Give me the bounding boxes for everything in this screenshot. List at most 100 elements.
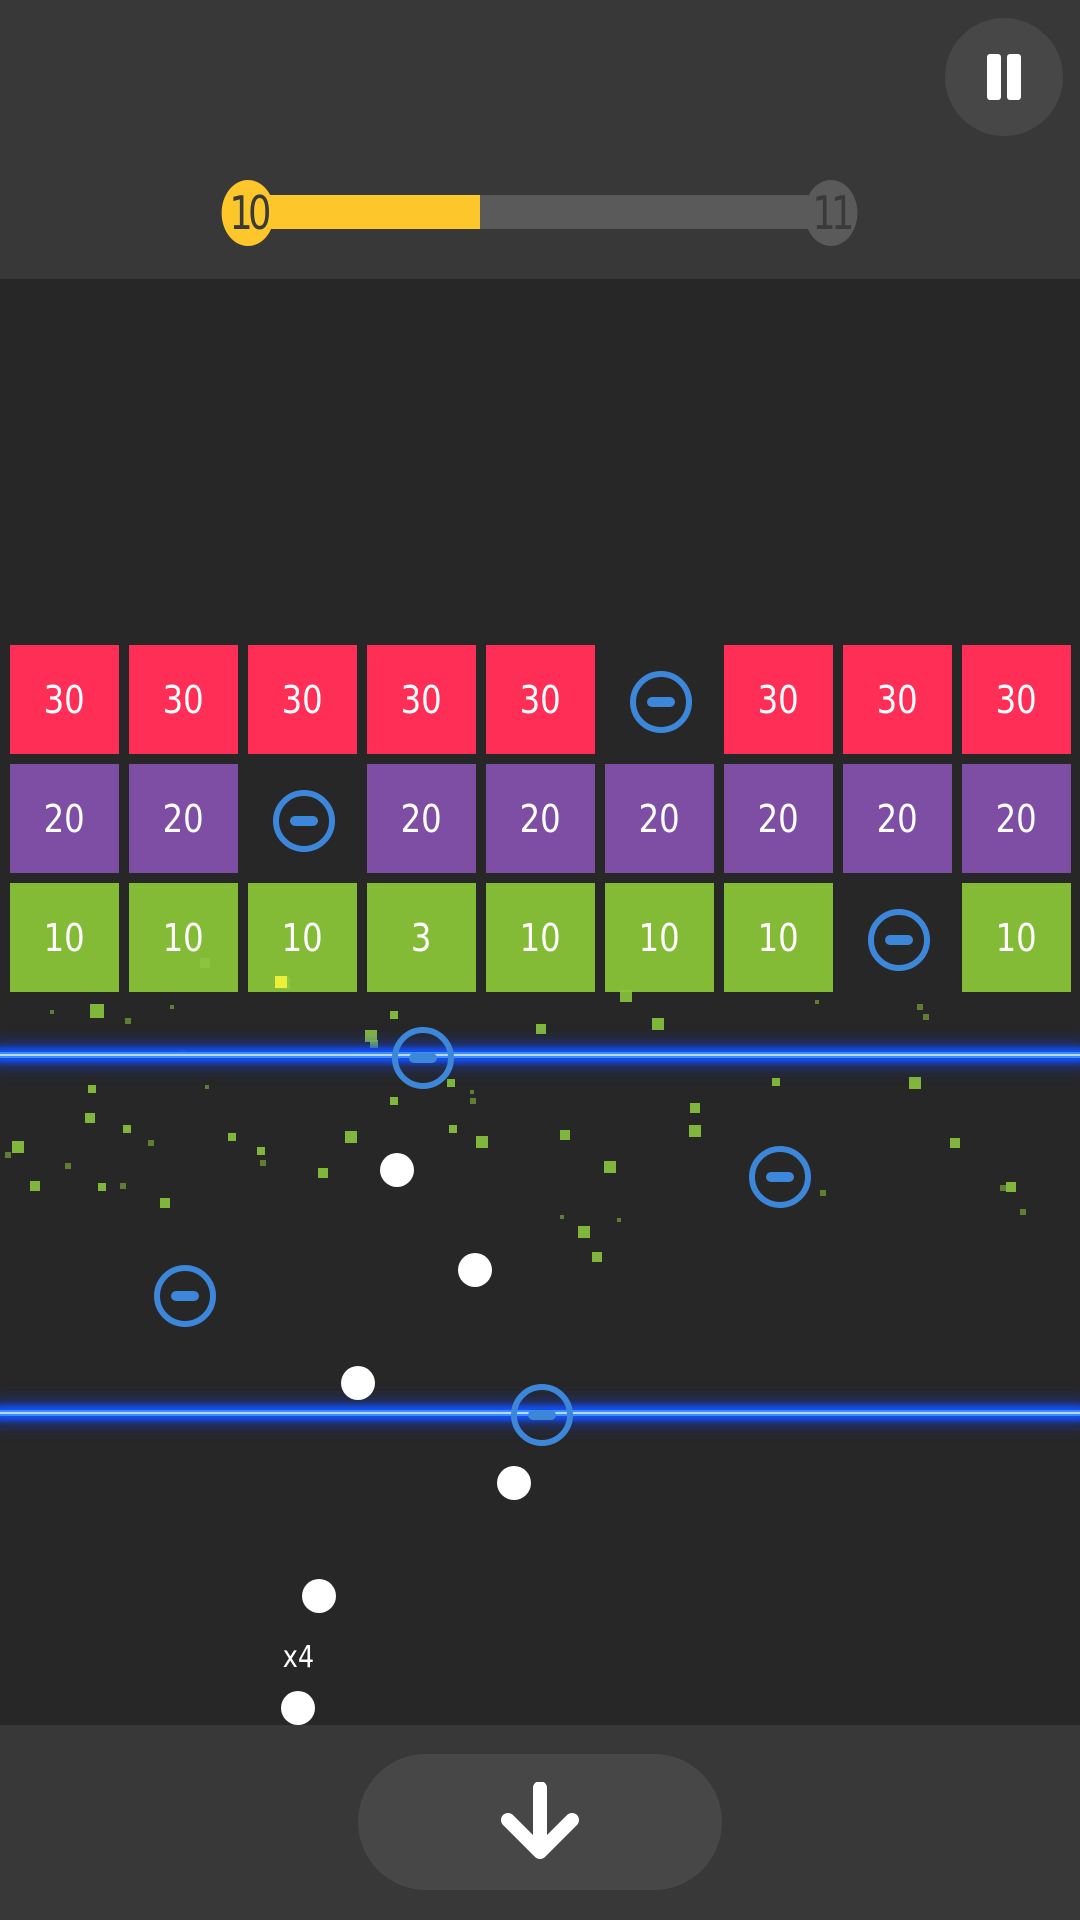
laser-beam	[0, 1052, 1080, 1058]
brick: 10	[486, 883, 595, 992]
particle	[1006, 1182, 1016, 1192]
ball-count-label: x4	[282, 1640, 315, 1675]
play-area[interactable]	[0, 279, 1080, 1725]
ball	[302, 1579, 336, 1613]
brick: 20	[962, 764, 1071, 873]
drop-balls-button[interactable]	[358, 1754, 722, 1890]
particle	[950, 1138, 960, 1148]
particle	[125, 1018, 131, 1024]
particle	[390, 1011, 398, 1019]
particle	[620, 990, 632, 1002]
particle	[617, 1218, 621, 1222]
brick: 30	[724, 645, 833, 754]
particle	[470, 1098, 476, 1104]
brick: 30	[962, 645, 1071, 754]
particle	[85, 1113, 95, 1123]
particle	[123, 1125, 131, 1133]
particle	[772, 1078, 780, 1086]
particle	[205, 1085, 209, 1089]
level-progress-fill	[248, 195, 480, 229]
brick: 30	[248, 645, 357, 754]
brick: 20	[486, 764, 595, 873]
minus-circle-icon	[511, 1384, 573, 1446]
brick: 10	[724, 883, 833, 992]
particle	[65, 1163, 71, 1169]
particle	[1020, 1209, 1026, 1215]
brick: 30	[843, 645, 952, 754]
particle	[604, 1161, 616, 1173]
current-level-badge: 10	[221, 180, 275, 246]
brick: 30	[367, 645, 476, 754]
ball	[497, 1466, 531, 1500]
pause-icon	[1007, 54, 1021, 100]
brick: 30	[486, 645, 595, 754]
particle	[923, 1014, 929, 1020]
particle	[592, 1252, 602, 1262]
brick: 20	[129, 764, 238, 873]
brick: 10	[10, 883, 119, 992]
particle	[260, 1160, 266, 1166]
particle	[652, 1018, 664, 1030]
particle	[200, 958, 210, 968]
brick: 10	[605, 883, 714, 992]
minus-circle-icon	[630, 671, 692, 733]
particle	[578, 1226, 590, 1238]
particle	[909, 1077, 921, 1089]
brick: 20	[724, 764, 833, 873]
particle	[370, 1040, 378, 1048]
particle	[449, 1125, 457, 1133]
particle	[88, 1085, 96, 1093]
minus-circle-icon	[868, 909, 930, 971]
particle	[98, 1183, 106, 1191]
ball-launcher	[281, 1691, 315, 1725]
particle	[560, 1130, 570, 1140]
particle	[690, 1103, 700, 1113]
top-hud: 10 11	[0, 0, 1080, 279]
brick: 3	[367, 883, 476, 992]
brick: 30	[129, 645, 238, 754]
pause-icon	[987, 54, 1001, 100]
minus-circle-icon	[273, 790, 335, 852]
particle	[120, 1183, 126, 1189]
brick: 10	[248, 883, 357, 992]
brick: 10	[129, 883, 238, 992]
pause-button[interactable]	[945, 18, 1063, 136]
particle	[365, 1030, 377, 1042]
particle	[560, 1215, 564, 1219]
particle	[917, 1004, 923, 1010]
brick: 20	[605, 764, 714, 873]
particle	[345, 1131, 357, 1143]
brick: 20	[10, 764, 119, 873]
particle	[470, 1090, 474, 1094]
brick: 10	[962, 883, 1071, 992]
next-level-badge: 11	[804, 180, 858, 246]
particle	[689, 1125, 701, 1137]
particle	[160, 1198, 170, 1208]
particle	[12, 1141, 24, 1153]
ball	[458, 1253, 492, 1287]
particle	[30, 1181, 40, 1191]
particle	[257, 1147, 265, 1155]
brick: 20	[843, 764, 952, 873]
minus-circle-icon	[154, 1265, 216, 1327]
particle	[390, 1097, 398, 1105]
brick: 20	[367, 764, 476, 873]
ball	[380, 1153, 414, 1187]
particle	[447, 1079, 455, 1087]
particle	[536, 1024, 546, 1034]
particle	[148, 1140, 154, 1146]
particle	[1000, 1185, 1006, 1191]
ball	[341, 1366, 375, 1400]
particle	[90, 1004, 104, 1018]
particle	[275, 976, 287, 988]
bottom-bar	[0, 1725, 1080, 1920]
particle	[50, 1010, 54, 1014]
particle	[228, 1133, 236, 1141]
minus-circle-icon	[749, 1146, 811, 1208]
particle	[476, 1136, 488, 1148]
particle	[820, 1190, 826, 1196]
particle	[5, 1152, 11, 1158]
particle	[815, 1000, 819, 1004]
particle	[170, 1005, 174, 1009]
arrow-down-icon	[501, 1782, 579, 1859]
